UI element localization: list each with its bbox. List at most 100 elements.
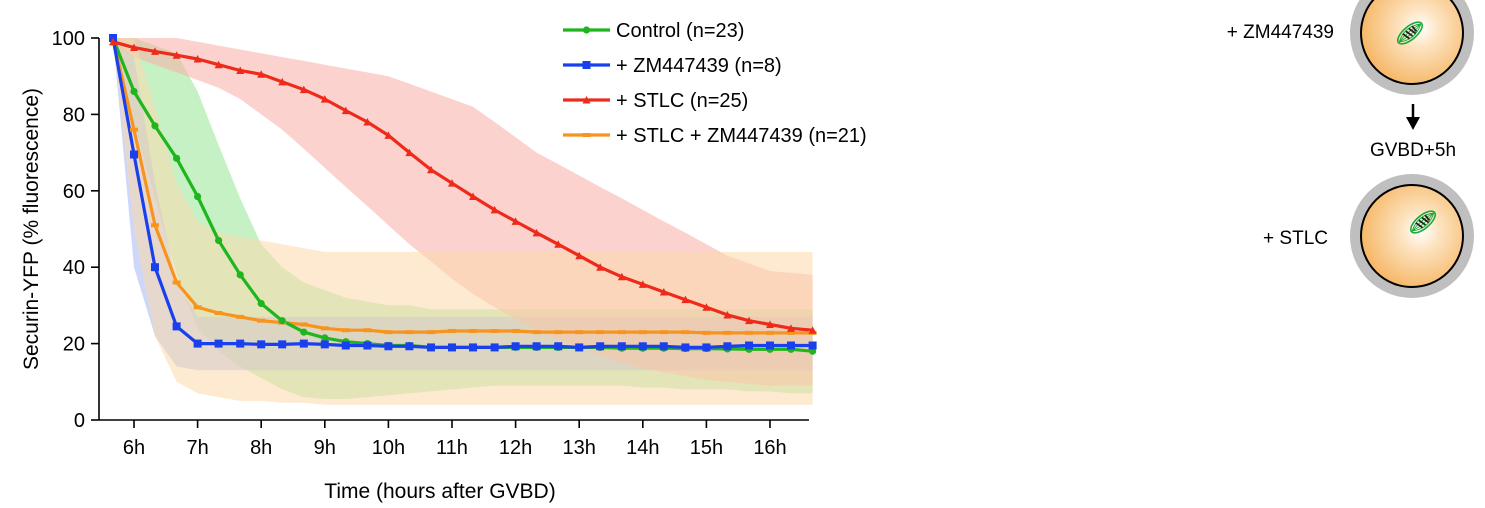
data-point-marker <box>257 299 265 308</box>
data-point-marker <box>681 330 690 335</box>
data-point-marker <box>384 330 393 335</box>
data-point-marker <box>257 70 266 78</box>
data-point-marker <box>766 341 774 350</box>
time-step-label: GVBD+5h <box>1370 140 1456 161</box>
legend-label: + STLC + ZM447439 (n=21) <box>616 125 867 147</box>
data-point-marker <box>702 343 711 352</box>
data-point-marker <box>723 310 732 319</box>
x-tick-label: 11h <box>436 437 468 459</box>
y-tick-label: 20 <box>63 334 85 356</box>
data-point-marker <box>278 340 287 349</box>
data-point-marker <box>236 66 245 74</box>
data-point-marker <box>150 47 159 55</box>
data-point-marker <box>808 326 817 334</box>
data-point-marker <box>617 272 626 281</box>
data-point-marker <box>745 341 754 350</box>
data-point-marker <box>582 133 591 137</box>
x-tick-label: 8h <box>250 437 272 459</box>
x-tick-label: 9h <box>314 437 336 459</box>
data-point-marker <box>554 342 563 351</box>
data-point-marker <box>172 51 181 59</box>
data-point-marker <box>321 334 329 342</box>
data-point-marker <box>278 317 286 325</box>
data-point-marker <box>511 328 520 333</box>
data-point-marker <box>299 322 308 327</box>
data-point-marker <box>808 341 817 350</box>
line-series-2 <box>112 40 813 332</box>
data-point-marker <box>745 330 754 335</box>
data-point-marker <box>405 342 414 351</box>
y-tick-label: 0 <box>74 410 85 432</box>
x-axis-title: Time (hours after GVBD) <box>324 480 555 503</box>
data-point-marker <box>405 148 414 157</box>
data-point-marker <box>341 106 350 115</box>
data-point-marker <box>786 324 795 332</box>
data-point-marker <box>236 271 244 279</box>
data-point-marker <box>490 328 499 333</box>
data-point-marker <box>468 328 477 333</box>
data-point-marker <box>511 217 520 225</box>
data-point-marker <box>299 85 308 94</box>
data-point-marker <box>638 280 647 288</box>
securin-chart: 0 20 40 60 80 100 6h 7h 8h 9h 10h 11h 12h 13h 14h 15h 1… <box>20 20 867 503</box>
data-point-marker <box>448 179 456 187</box>
treatment-label-zm447439: + ZM447439 <box>1227 22 1334 43</box>
data-point-marker <box>384 342 393 351</box>
data-point-marker <box>596 330 605 335</box>
data-point-marker <box>236 339 245 348</box>
data-point-marker <box>214 311 223 316</box>
data-point-marker <box>511 342 520 351</box>
data-point-marker <box>723 330 732 335</box>
data-point-marker <box>702 303 711 311</box>
data-point-marker <box>786 341 795 350</box>
data-point-marker <box>109 37 118 46</box>
data-point-marker <box>766 330 774 335</box>
oocyte-diagram: + ZM447439 GVBD+5h + STLC <box>1227 0 1474 298</box>
x-tick-label: 14h <box>626 437 659 459</box>
data-point-marker <box>150 263 159 272</box>
data-point-marker <box>151 122 159 130</box>
x-tick-label: 13h <box>563 437 596 459</box>
data-point-marker <box>193 55 202 63</box>
data-point-marker <box>214 60 223 69</box>
data-point-marker <box>582 61 591 69</box>
data-point-marker <box>214 236 223 245</box>
x-ticks: 6h 7h 8h 9h 10h 11h 12h 13h 14h 15h 16h <box>123 420 787 459</box>
data-point-marker <box>617 330 626 335</box>
data-point-marker <box>659 330 668 335</box>
data-point-marker <box>681 295 690 304</box>
data-point-marker <box>130 150 138 159</box>
data-point-marker <box>490 205 499 214</box>
data-point-marker <box>341 341 350 350</box>
y-tick-label: 100 <box>52 28 85 50</box>
data-point-marker <box>193 305 202 310</box>
data-point-marker <box>575 343 584 352</box>
data-point-marker <box>596 263 605 271</box>
oocyte-zm447439 <box>1350 0 1474 95</box>
y-ticks: 0 20 40 60 80 100 <box>52 28 99 432</box>
data-point-marker <box>214 339 223 348</box>
data-point-marker <box>299 339 308 348</box>
data-point-marker <box>427 343 436 352</box>
band-series-3 <box>113 38 813 405</box>
data-point-marker <box>427 165 436 174</box>
x-tick-label: 6h <box>123 437 145 459</box>
data-point-marker <box>532 228 541 237</box>
spindle-icon <box>1396 21 1424 45</box>
data-point-marker <box>130 43 138 52</box>
data-point-marker <box>582 26 591 34</box>
data-point-marker <box>582 96 591 104</box>
data-point-marker <box>532 330 541 335</box>
x-tick-label: 12h <box>499 437 532 459</box>
data-point-marker <box>681 343 690 352</box>
data-point-marker <box>575 251 584 260</box>
y-tick-label: 80 <box>63 104 85 126</box>
data-point-marker <box>278 77 287 86</box>
spindle-icon <box>1409 210 1437 234</box>
legend: Control (n=23) + ZM447439 (n=8) + STLC (n=… <box>563 20 867 147</box>
legend-label: Control (n=23) <box>616 20 744 42</box>
data-point-marker <box>468 192 477 201</box>
data-point-marker <box>384 131 393 139</box>
data-point-marker <box>193 339 202 348</box>
data-point-marker <box>659 288 668 296</box>
